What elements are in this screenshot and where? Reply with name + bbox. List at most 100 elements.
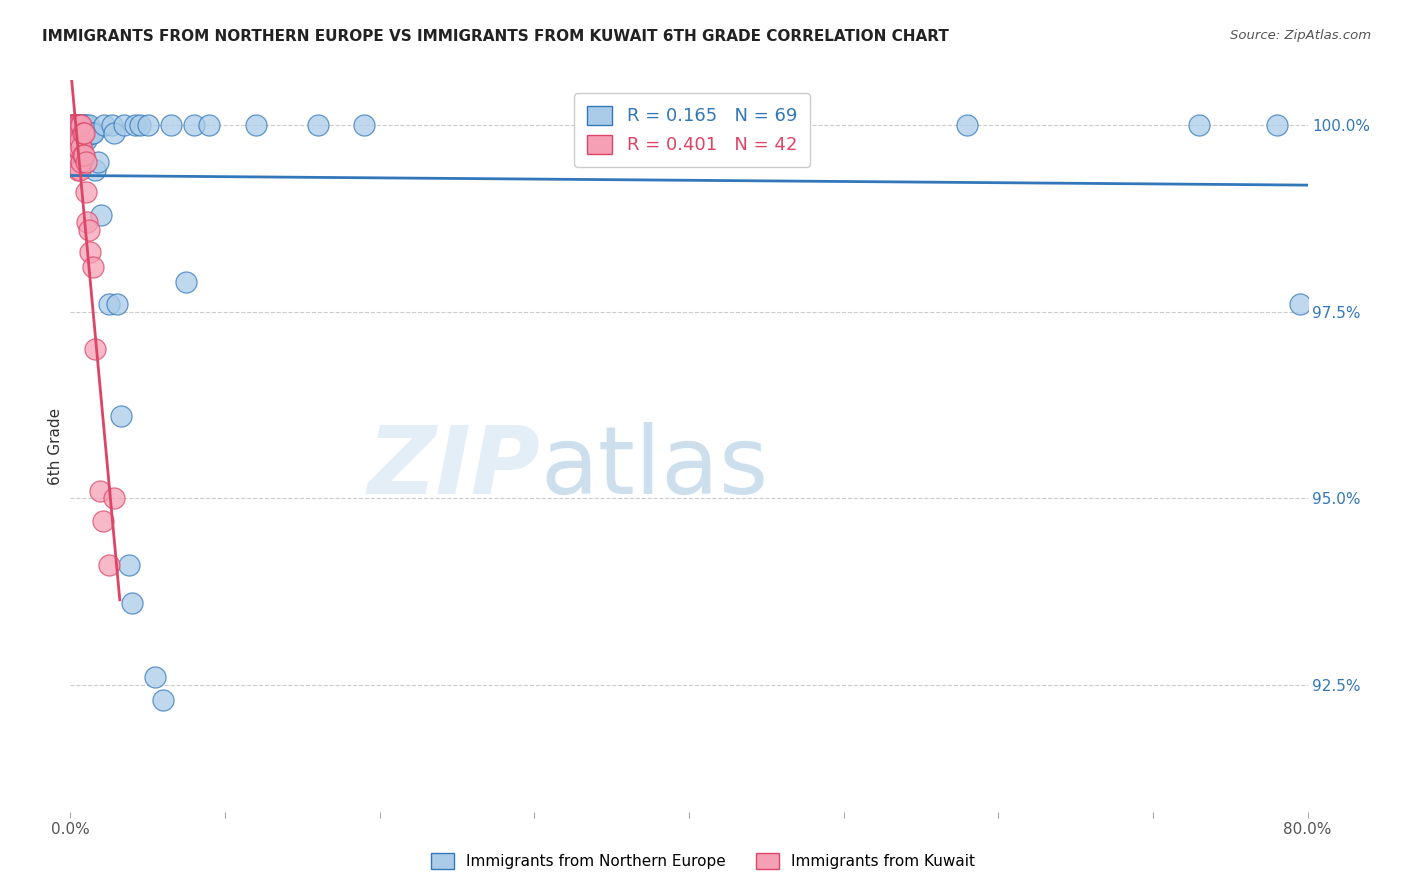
Point [82, 260, 105, 274]
Point [63, 140, 86, 154]
Point [65, 126, 87, 140]
Legend: R = 0.165   N = 69, R = 0.401   N = 42: R = 0.165 N = 69, R = 0.401 N = 42 [574, 93, 810, 167]
Point [87, 155, 110, 169]
Point [80, 126, 103, 140]
Point [62, 140, 84, 154]
Point [69, 133, 91, 147]
Point [1265, 118, 1288, 132]
Point [160, 118, 183, 132]
Point [105, 297, 128, 311]
Point [67, 140, 90, 154]
Point [307, 118, 329, 132]
Point [1188, 118, 1211, 132]
Point [62, 126, 84, 140]
Point [63, 133, 86, 147]
Point [84, 342, 107, 356]
Point [90, 208, 112, 222]
Point [67, 140, 90, 154]
Point [75, 155, 97, 169]
Point [60, 118, 83, 132]
Point [174, 275, 197, 289]
Point [67, 126, 90, 140]
Legend: Immigrants from Northern Europe, Immigrants from Kuwait: Immigrants from Northern Europe, Immigra… [425, 847, 981, 875]
Point [65, 133, 87, 147]
Point [63, 133, 86, 147]
Point [70, 118, 93, 132]
Point [62, 126, 84, 140]
Point [101, 118, 124, 132]
Point [69, 140, 91, 154]
Point [89, 483, 111, 498]
Point [114, 118, 135, 132]
Point [70, 133, 93, 147]
Point [70, 126, 93, 140]
Point [118, 558, 141, 573]
Point [103, 126, 125, 140]
Point [75, 118, 97, 132]
Y-axis label: 6th Grade: 6th Grade [48, 408, 63, 484]
Point [103, 491, 125, 506]
Text: atlas: atlas [540, 422, 769, 514]
Point [62, 133, 84, 147]
Point [62, 118, 84, 132]
Point [84, 162, 107, 177]
Point [98, 558, 120, 573]
Point [67, 148, 90, 162]
Point [65, 118, 87, 132]
Point [245, 118, 267, 132]
Point [63, 148, 86, 162]
Point [69, 133, 91, 147]
Point [65, 140, 87, 154]
Point [121, 596, 143, 610]
Point [67, 118, 90, 132]
Point [75, 186, 97, 200]
Point [67, 118, 90, 132]
Point [124, 118, 146, 132]
Point [60, 126, 83, 140]
Point [70, 118, 93, 132]
Point [72, 126, 94, 140]
Point [72, 148, 94, 162]
Point [145, 670, 166, 684]
Point [77, 222, 100, 236]
Point [77, 118, 100, 132]
Point [72, 118, 94, 132]
Point [62, 118, 84, 132]
Point [91, 514, 114, 528]
Point [63, 118, 86, 132]
Point [110, 409, 132, 424]
Point [76, 126, 98, 140]
Point [75, 126, 97, 140]
Point [73, 133, 96, 147]
Point [73, 118, 96, 132]
Point [70, 140, 93, 154]
Point [65, 133, 87, 147]
Point [69, 126, 91, 140]
Text: IMMIGRANTS FROM NORTHERN EUROPE VS IMMIGRANTS FROM KUWAIT 6TH GRADE CORRELATION : IMMIGRANTS FROM NORTHERN EUROPE VS IMMIG… [42, 29, 949, 44]
Point [63, 126, 86, 140]
Point [93, 118, 115, 132]
Point [65, 126, 87, 140]
Point [75, 133, 97, 147]
Point [70, 155, 93, 169]
Point [79, 126, 101, 140]
Text: Source: ZipAtlas.com: Source: ZipAtlas.com [1230, 29, 1371, 42]
Point [79, 244, 101, 259]
Text: ZIP: ZIP [367, 422, 540, 514]
Point [198, 118, 221, 132]
Point [65, 126, 87, 140]
Point [1289, 297, 1312, 311]
Point [67, 126, 90, 140]
Point [82, 126, 105, 140]
Point [67, 133, 90, 147]
Point [129, 118, 152, 132]
Point [60, 126, 83, 140]
Point [69, 162, 91, 177]
Point [69, 118, 91, 132]
Point [76, 215, 98, 229]
Point [63, 126, 86, 140]
Point [956, 118, 979, 132]
Point [755, 118, 778, 132]
Point [65, 118, 87, 132]
Point [69, 118, 91, 132]
